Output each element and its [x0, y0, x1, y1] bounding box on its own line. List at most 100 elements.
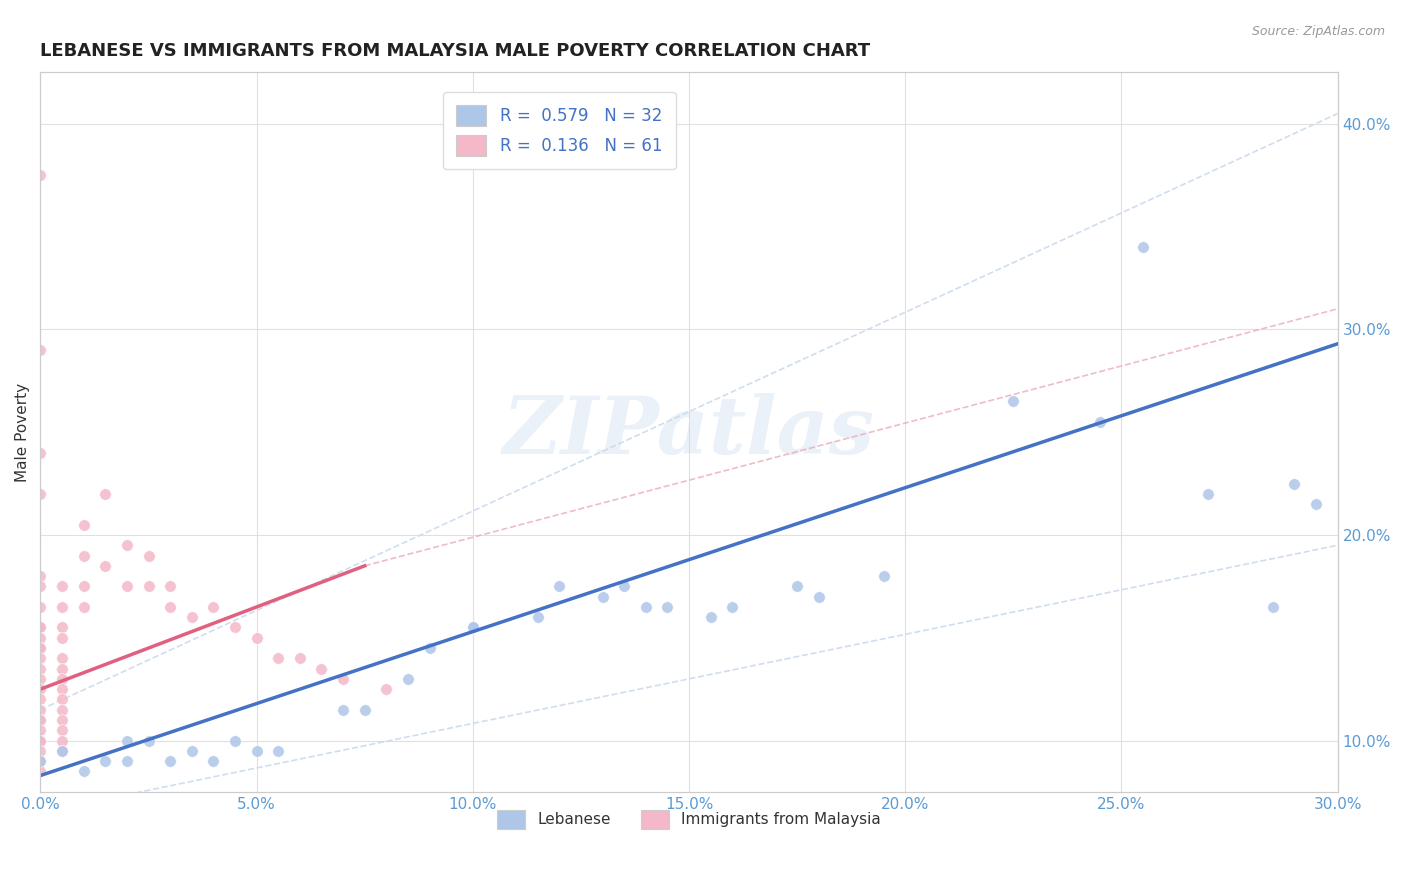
Point [699, 610, 721, 624]
Point [375, 682, 398, 697]
Point [224, 733, 246, 747]
Point [51, 692, 73, 706]
Point [548, 579, 571, 593]
Point [1326, 805, 1348, 820]
Point [613, 579, 636, 593]
Point [180, 610, 202, 624]
Point [30, 733, 52, 747]
Point [30, 641, 52, 656]
Point [332, 703, 354, 717]
Point [30, 579, 52, 593]
Point [138, 733, 160, 747]
Point [657, 599, 679, 614]
Point [115, 579, 138, 593]
Point [51, 703, 73, 717]
Point [246, 744, 269, 758]
Point [807, 590, 830, 604]
Point [94, 487, 117, 501]
Point [30, 692, 52, 706]
Point [872, 569, 894, 583]
Point [51, 682, 73, 697]
Point [159, 599, 181, 614]
Point [51, 744, 73, 758]
Point [30, 631, 52, 645]
Text: LEBANESE VS IMMIGRANTS FROM MALAYSIA MALE POVERTY CORRELATION CHART: LEBANESE VS IMMIGRANTS FROM MALAYSIA MAL… [41, 42, 870, 60]
Point [1132, 240, 1154, 254]
Point [51, 744, 73, 758]
Point [1261, 599, 1284, 614]
Point [73, 599, 96, 614]
Point [51, 620, 73, 634]
Point [30, 651, 52, 665]
Point [30, 446, 52, 460]
Point [73, 517, 96, 532]
Point [224, 620, 246, 634]
Point [30, 599, 52, 614]
Point [115, 538, 138, 552]
Point [51, 662, 73, 676]
Point [159, 579, 181, 593]
Point [115, 733, 138, 747]
Point [51, 651, 73, 665]
Point [138, 579, 160, 593]
Text: Source: ZipAtlas.com: Source: ZipAtlas.com [1251, 25, 1385, 38]
Point [1305, 497, 1327, 511]
Point [73, 549, 96, 563]
Point [786, 579, 808, 593]
Point [30, 703, 52, 717]
Point [461, 620, 484, 634]
Point [202, 599, 225, 614]
Point [159, 754, 181, 768]
Point [461, 620, 484, 634]
Point [138, 549, 160, 563]
Point [94, 558, 117, 573]
Point [51, 672, 73, 686]
Point [332, 672, 354, 686]
Point [634, 599, 657, 614]
Text: ZIPatlas: ZIPatlas [503, 393, 875, 471]
Point [115, 754, 138, 768]
Point [1284, 476, 1306, 491]
Point [30, 754, 52, 768]
Point [180, 744, 202, 758]
Point [30, 641, 52, 656]
Point [1002, 394, 1025, 409]
Point [30, 713, 52, 727]
Point [30, 672, 52, 686]
Point [30, 569, 52, 583]
Point [353, 703, 375, 717]
Y-axis label: Male Poverty: Male Poverty [15, 383, 30, 482]
Point [30, 713, 52, 727]
Point [526, 610, 548, 624]
Point [73, 764, 96, 779]
Point [311, 662, 333, 676]
Point [30, 764, 52, 779]
Point [30, 343, 52, 357]
Point [51, 723, 73, 738]
Point [30, 662, 52, 676]
Point [94, 754, 117, 768]
Point [51, 733, 73, 747]
Point [51, 599, 73, 614]
Point [246, 631, 269, 645]
Point [30, 682, 52, 697]
Point [419, 641, 441, 656]
Point [267, 744, 290, 758]
Point [721, 599, 744, 614]
Point [267, 651, 290, 665]
Point [51, 631, 73, 645]
Point [30, 620, 52, 634]
Point [288, 651, 311, 665]
Point [30, 168, 52, 182]
Point [30, 733, 52, 747]
Point [30, 744, 52, 758]
Point [592, 590, 614, 604]
Point [30, 723, 52, 738]
Point [1088, 415, 1111, 429]
Point [396, 672, 419, 686]
Point [30, 754, 52, 768]
Point [30, 620, 52, 634]
Point [202, 754, 225, 768]
Point [51, 579, 73, 593]
Point [73, 579, 96, 593]
